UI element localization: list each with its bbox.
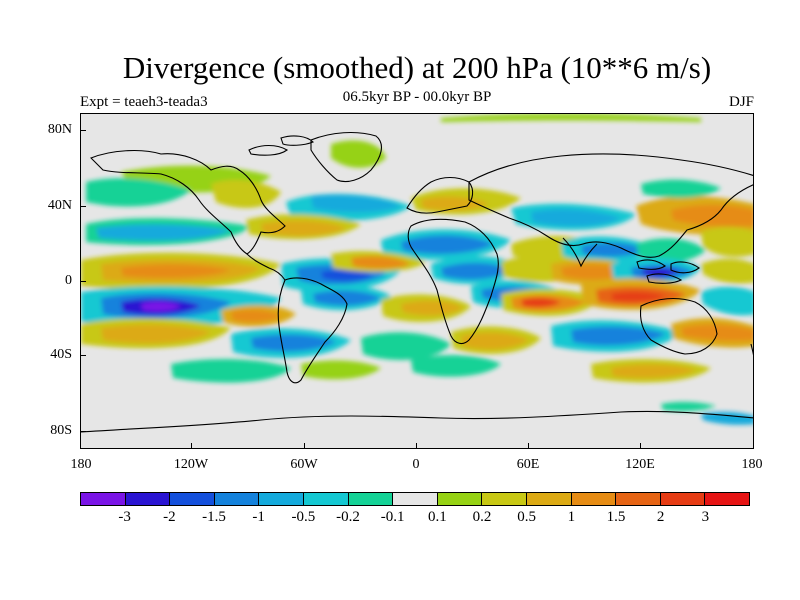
colorbar-tick-label: 2 bbox=[656, 509, 665, 525]
lon-label-0: 0 bbox=[412, 457, 420, 472]
lon-tick-60w bbox=[304, 443, 305, 449]
divergence-field-map bbox=[81, 114, 753, 433]
lon-label-180e: 180 bbox=[741, 457, 763, 472]
plot-subtitle: 06.5kyr BP - 00.0kyr BP bbox=[342, 89, 492, 105]
colorbar-swatch bbox=[482, 493, 527, 505]
lon-label-60w: 60W bbox=[290, 457, 318, 472]
lat-label-80n: 80N bbox=[47, 122, 72, 137]
season-label: DJF bbox=[728, 94, 754, 110]
colorbar-swatch bbox=[705, 493, 749, 505]
lon-label-120w: 120W bbox=[173, 457, 209, 472]
lat-label-40n: 40N bbox=[47, 198, 72, 213]
divergence-contours bbox=[81, 114, 753, 425]
lat-label-0: 0 bbox=[65, 273, 72, 288]
colorbar-tick-label: 0.5 bbox=[517, 509, 537, 525]
lon-tick-120e bbox=[640, 443, 641, 449]
colorbar-swatch bbox=[259, 493, 304, 505]
colorbar-swatch bbox=[170, 493, 215, 505]
colorbar-tick-label: 1.5 bbox=[606, 509, 626, 525]
lon-label-120e: 120E bbox=[625, 457, 655, 472]
colorbar-swatch bbox=[616, 493, 661, 505]
colorbar bbox=[80, 492, 750, 506]
colorbar-tick-label: 0.2 bbox=[472, 509, 492, 525]
colorbar-swatch bbox=[660, 493, 706, 505]
colorbar-tick-label: -0.1 bbox=[380, 509, 405, 525]
lon-label-180w: 180 bbox=[70, 457, 92, 472]
lon-tick-120w bbox=[191, 443, 192, 449]
colorbar-swatch bbox=[303, 493, 349, 505]
map-panel bbox=[80, 113, 754, 449]
lon-tick-0 bbox=[416, 443, 417, 449]
colorbar-tick-label: -1 bbox=[252, 509, 265, 525]
lat-label-80s: 80S bbox=[50, 423, 72, 438]
plot-title: Divergence (smoothed) at 200 hPa (10**6 … bbox=[122, 50, 712, 85]
lat-tick-40s bbox=[80, 355, 86, 356]
colorbar-tick-label: -0.5 bbox=[291, 509, 316, 525]
colorbar-swatch bbox=[571, 493, 617, 505]
coastlines bbox=[81, 132, 753, 433]
colorbar-tick-label: -0.2 bbox=[336, 509, 360, 525]
colorbar-tick-label: 0.1 bbox=[427, 509, 447, 525]
lon-label-60e: 60E bbox=[516, 457, 540, 472]
colorbar-swatch bbox=[214, 493, 260, 505]
lat-tick-40n bbox=[80, 206, 86, 207]
experiment-label: Expt = teaeh3-teada3 bbox=[80, 94, 208, 110]
colorbar-tick-label: -1.5 bbox=[202, 509, 226, 525]
lat-label-40s: 40S bbox=[50, 347, 72, 362]
colorbar-swatch bbox=[393, 493, 438, 505]
lat-tick-80s bbox=[80, 431, 86, 432]
lat-tick-80n bbox=[80, 130, 86, 131]
colorbar-swatch bbox=[81, 493, 126, 505]
colorbar-tick-label: 3 bbox=[701, 509, 710, 525]
colorbar-swatch bbox=[526, 493, 572, 505]
lat-tick-0 bbox=[80, 281, 86, 282]
colorbar-tick-label: 1 bbox=[567, 509, 576, 525]
colorbar-swatch bbox=[125, 493, 171, 505]
lon-tick-60e bbox=[528, 443, 529, 449]
colorbar-tick-label: -2 bbox=[163, 509, 176, 525]
colorbar-swatch bbox=[348, 493, 394, 505]
colorbar-tick-label: -3 bbox=[118, 509, 131, 525]
colorbar-swatch bbox=[437, 493, 483, 505]
